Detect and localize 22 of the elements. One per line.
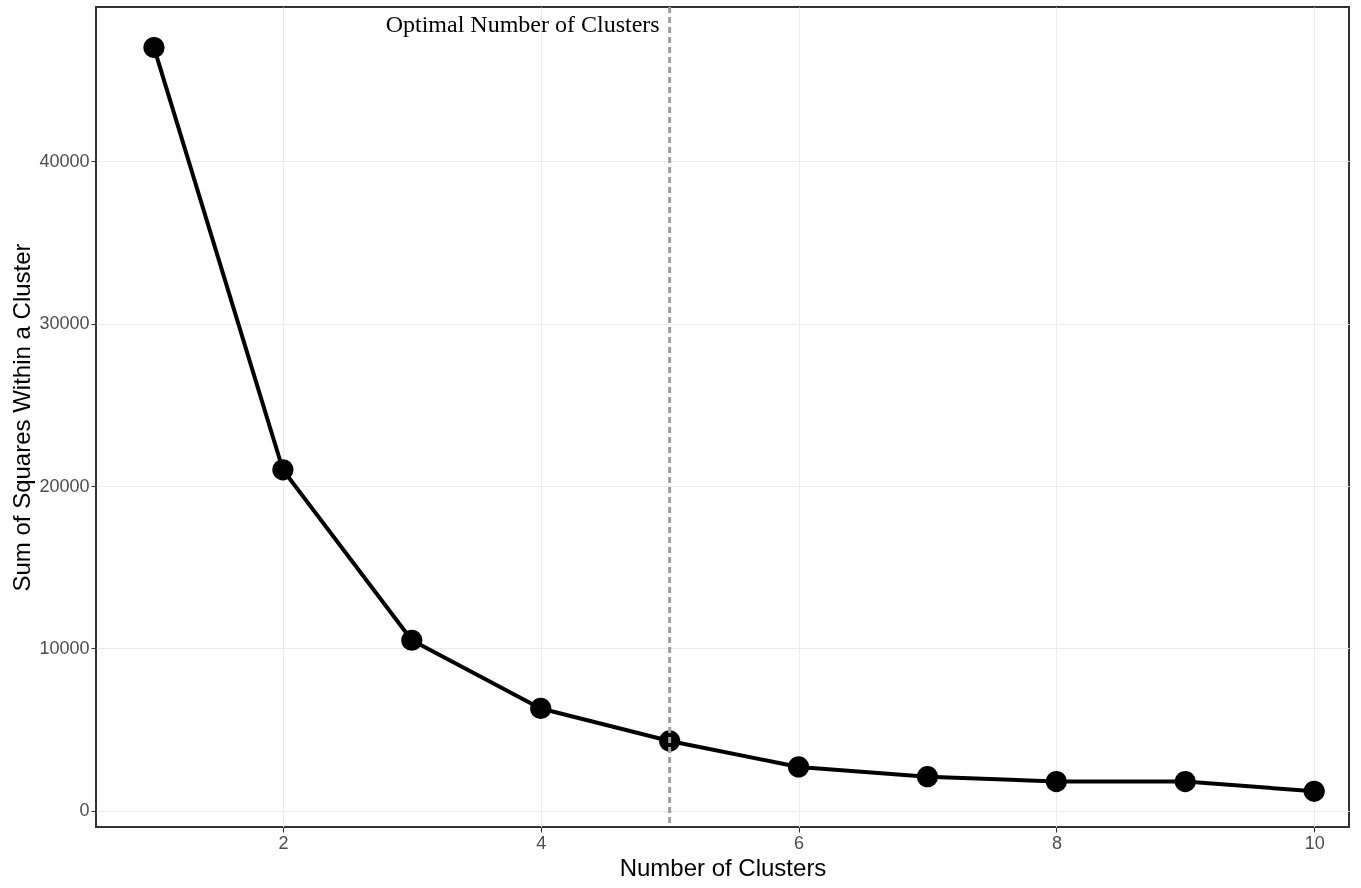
y-tick-label: 30000 bbox=[39, 313, 90, 334]
y-axis-title: Sum of Squares Within a Cluster bbox=[8, 243, 36, 592]
y-tick-label: 40000 bbox=[39, 150, 90, 171]
point bbox=[272, 459, 294, 481]
x-axis-title: Number of Clusters bbox=[619, 853, 827, 881]
x-tick-label: 8 bbox=[1051, 832, 1062, 853]
y-tick-label: 20000 bbox=[39, 475, 90, 496]
point bbox=[530, 697, 552, 720]
x-tick-label: 2 bbox=[278, 832, 289, 853]
point bbox=[787, 756, 810, 778]
point bbox=[143, 37, 165, 59]
x-tick-label: 6 bbox=[794, 832, 805, 853]
point bbox=[1045, 770, 1067, 793]
x-tick-label: 10 bbox=[1304, 832, 1325, 853]
ref-line-label: Optimal Number of Clusters bbox=[385, 11, 660, 37]
point bbox=[916, 766, 939, 788]
y-tick-label: 0 bbox=[79, 800, 90, 821]
point bbox=[401, 629, 423, 651]
y-tick-label: 10000 bbox=[39, 637, 90, 658]
point bbox=[1303, 780, 1325, 802]
point bbox=[1174, 770, 1196, 793]
x-tick-label: 4 bbox=[536, 832, 547, 853]
